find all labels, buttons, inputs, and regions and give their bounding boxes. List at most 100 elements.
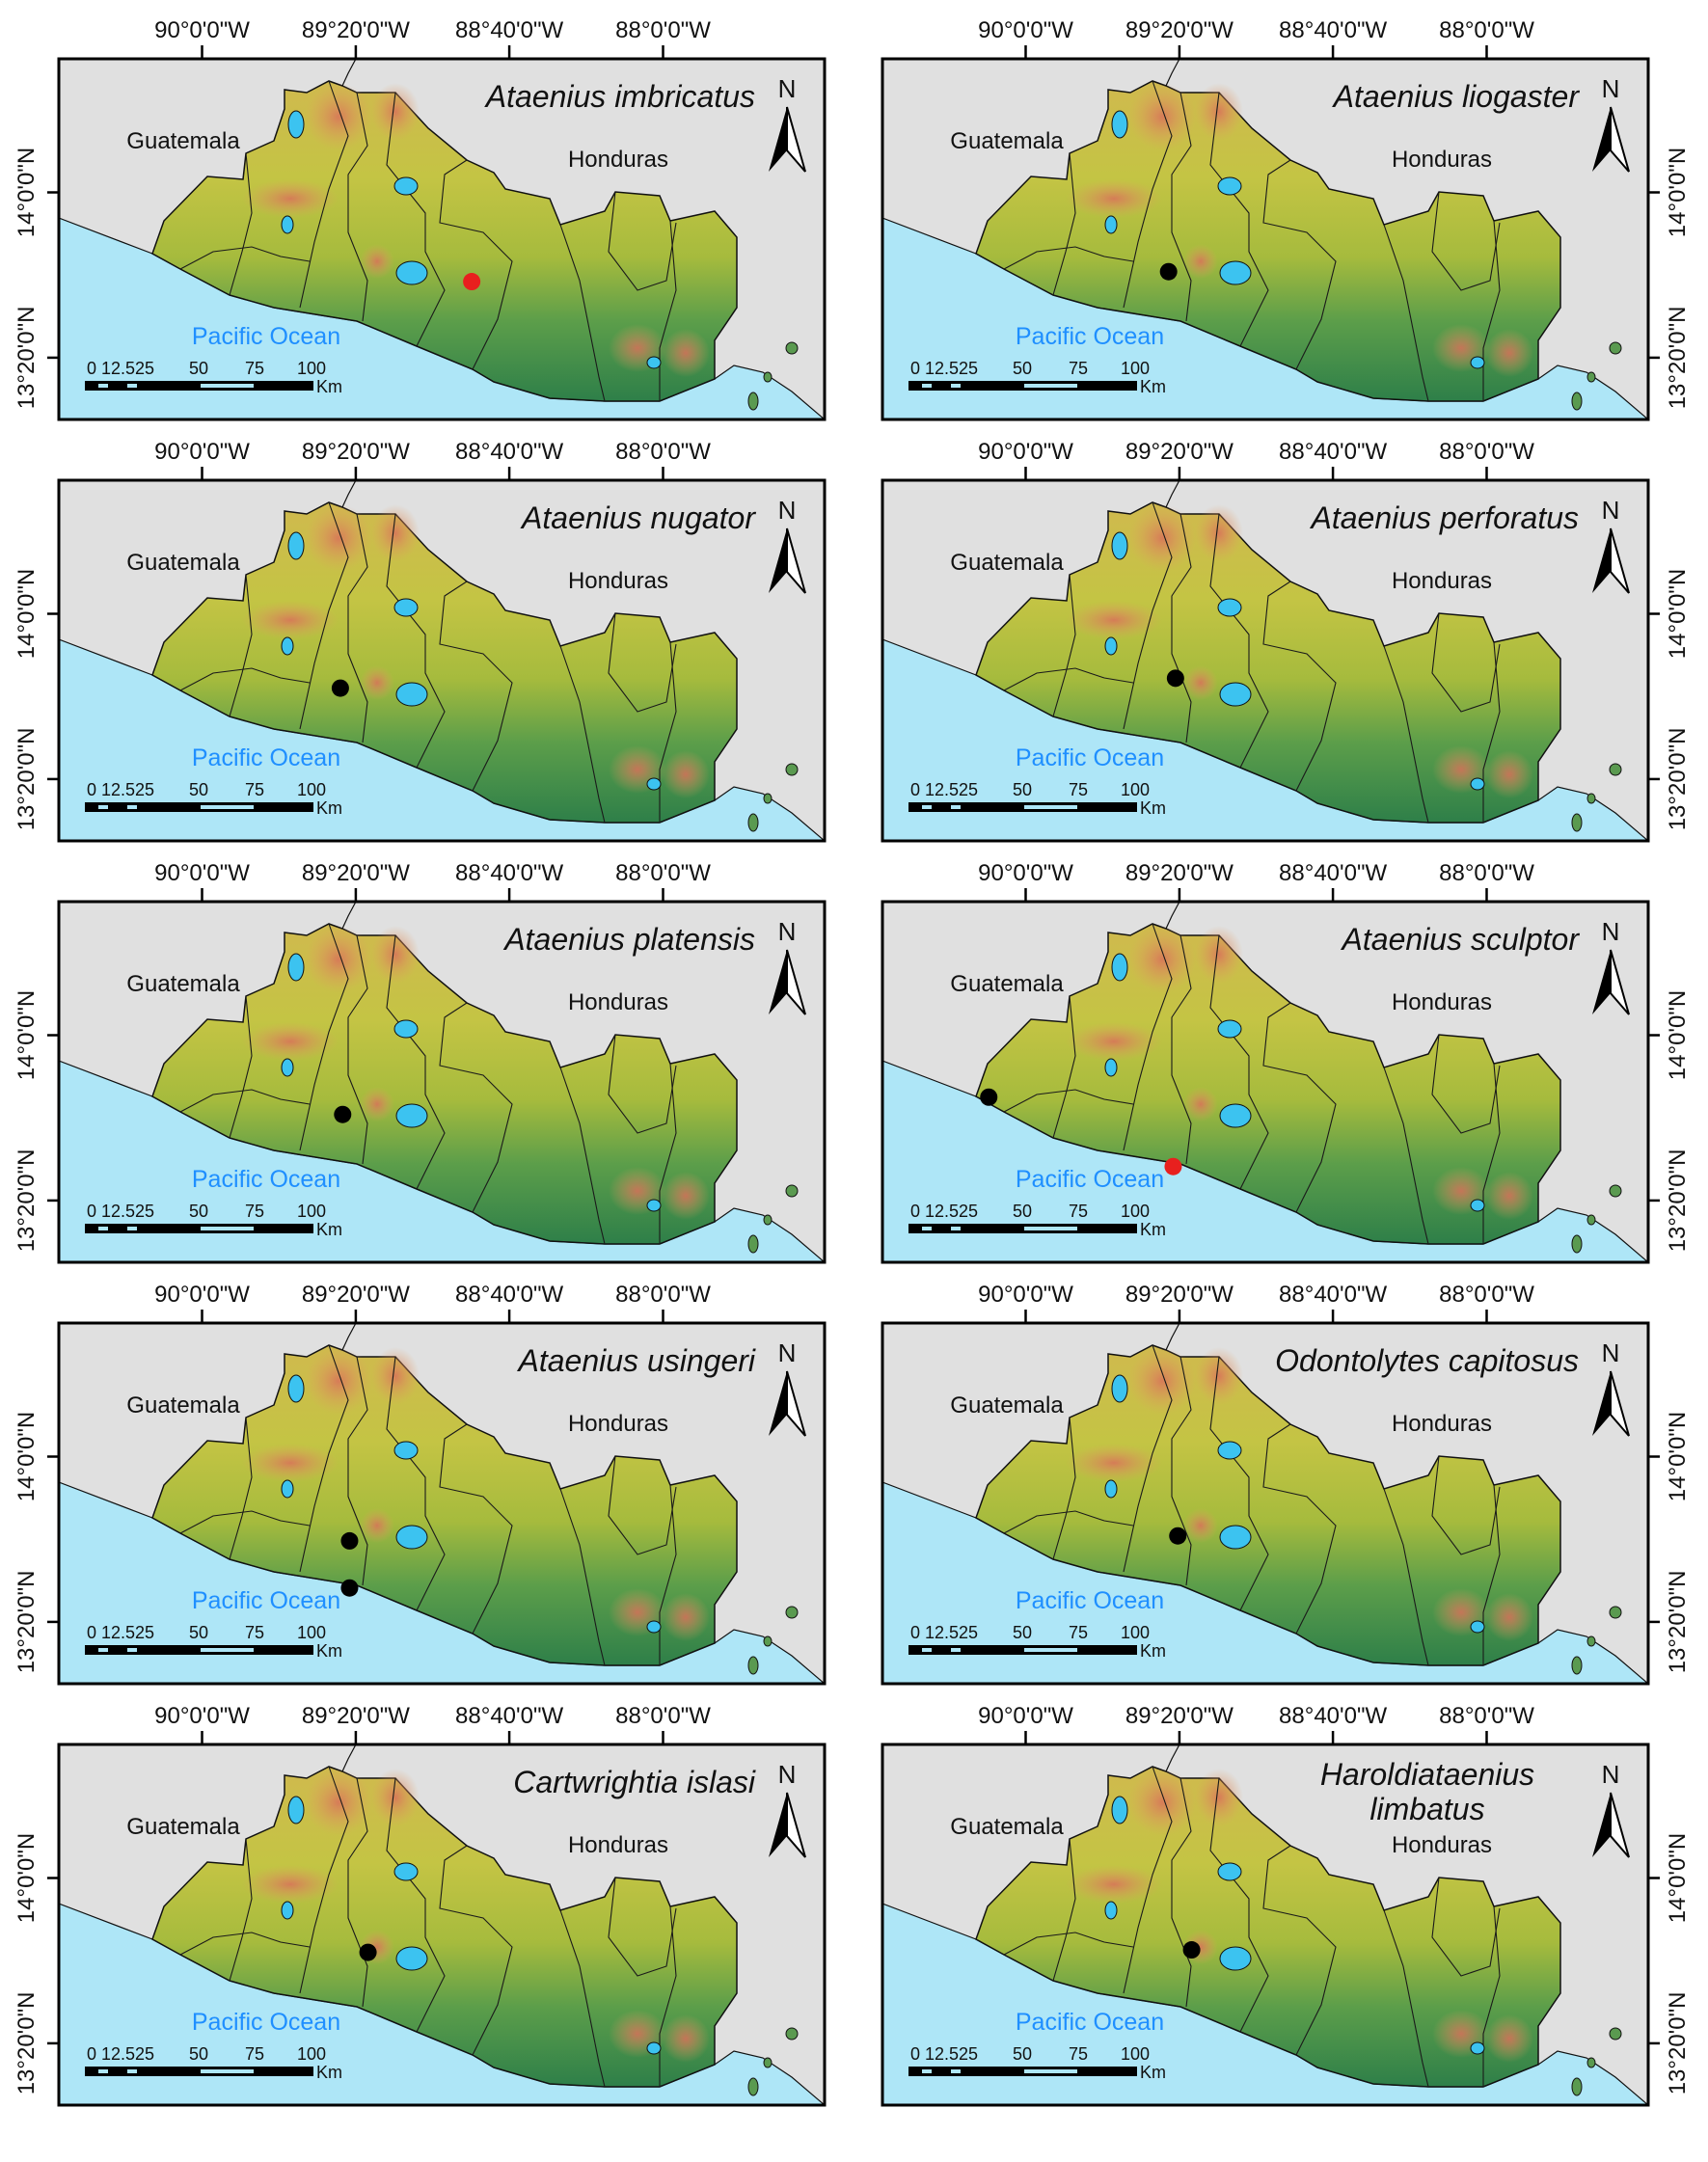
elevation-high <box>1066 1865 1162 1904</box>
lat-tick-label: 13°20'0"N <box>1665 1149 1691 1253</box>
lake <box>1104 1058 1118 1077</box>
department-border <box>1052 1838 1076 1982</box>
lake <box>646 1199 662 1212</box>
scale-unit: Km <box>316 377 342 396</box>
record-point <box>340 1579 359 1597</box>
lake <box>287 110 305 139</box>
elevation-high <box>360 1087 394 1122</box>
scale-label: 0 12.525 <box>87 1202 154 1221</box>
elevation-high <box>662 750 710 798</box>
north-label: N <box>778 74 797 103</box>
lon-tick-label: 89°20'0"W <box>302 17 410 43</box>
scale-label: 75 <box>1069 780 1088 799</box>
lon-tick-label: 88°0'0"W <box>615 17 711 43</box>
map-panel: 90°0'0"W 89°20'0"W 88°40'0"W 88°0'0"W 14°0'0… <box>881 1282 1691 1686</box>
elevation-high <box>1195 1769 1243 1826</box>
map-frame <box>57 900 827 1264</box>
label-guatemala: Guatemala <box>950 971 1064 997</box>
elevation-high <box>305 1769 372 1836</box>
lon-tick-label: 89°20'0"W <box>1125 860 1234 886</box>
lake <box>395 1103 428 1128</box>
border-line <box>1165 1744 1180 1772</box>
department-border <box>1209 1356 1269 1611</box>
border-line <box>1165 480 1180 508</box>
elevation-high <box>305 83 372 150</box>
label-pacific-ocean: Pacific Ocean <box>192 744 340 771</box>
lake <box>646 356 662 369</box>
lake <box>1217 1019 1242 1039</box>
island <box>1586 2057 1596 2068</box>
elevation-high <box>360 665 394 700</box>
department-border <box>1003 246 1134 270</box>
label-honduras: Honduras <box>1392 568 1492 594</box>
scale-label: 50 <box>1013 1623 1032 1642</box>
elevation-high <box>1183 1508 1218 1543</box>
map-area <box>882 59 1648 419</box>
elevation-high <box>1485 329 1533 377</box>
lon-tick-label: 89°20'0"W <box>302 1703 410 1729</box>
map-frame <box>57 478 827 843</box>
department-border <box>1003 1510 1134 1534</box>
department-border <box>179 246 311 270</box>
department-border <box>1262 581 1337 792</box>
scale-unit: Km <box>1140 1641 1166 1661</box>
scale-label: 100 <box>297 1202 326 1221</box>
record-point <box>1159 262 1178 281</box>
department-border <box>347 1356 368 1586</box>
department-border <box>386 1777 446 2033</box>
elevation-high <box>305 1347 372 1415</box>
department-border <box>347 934 368 1165</box>
north-label: N <box>778 1338 797 1367</box>
elevation-high <box>1183 665 1218 700</box>
north-label: N <box>778 496 797 525</box>
department-border <box>1209 1777 1269 2033</box>
department-border <box>608 1455 677 1555</box>
department-border <box>1209 934 1269 1190</box>
lake <box>281 1901 294 1920</box>
label-guatemala: Guatemala <box>126 550 240 576</box>
lake <box>395 1525 428 1550</box>
north-arrow-icon: N <box>1592 1338 1630 1437</box>
el-salvador-relief <box>975 1766 1561 2088</box>
island <box>747 813 759 832</box>
elevation-high <box>1066 179 1162 218</box>
species-title: Ataenius imbricatus <box>484 79 755 114</box>
lon-tick-label: 89°20'0"W <box>1125 439 1234 465</box>
scale-label: 50 <box>189 359 208 378</box>
scale-label: 50 <box>1013 2044 1032 2064</box>
lon-tick-label: 88°0'0"W <box>615 1703 711 1729</box>
lake <box>393 598 419 617</box>
island <box>1586 371 1596 383</box>
map-area <box>59 902 825 1262</box>
label-guatemala: Guatemala <box>126 1392 240 1419</box>
elevation-high <box>662 2014 710 2063</box>
department-border <box>1003 1089 1134 1113</box>
species-title: Odontolytes capitosus <box>1275 1343 1579 1378</box>
map-frame <box>57 1321 827 1686</box>
north-arrow-icon: N <box>769 74 806 173</box>
lat-tick-label: 14°0'0"N <box>14 990 40 1080</box>
elevation-high <box>1195 926 1243 984</box>
map-panel: 90°0'0"W 89°20'0"W 88°40'0"W 88°0'0"W 14°0'0… <box>881 439 1691 843</box>
lon-tick-label: 88°40'0"W <box>1279 439 1387 465</box>
record-point-red <box>463 273 481 291</box>
label-pacific-ocean: Pacific Ocean <box>192 323 340 350</box>
label-pacific-ocean: Pacific Ocean <box>1016 2009 1164 2036</box>
lon-tick-label: 89°20'0"W <box>1125 17 1234 43</box>
department-border <box>659 1484 677 1665</box>
scale-label: 100 <box>1121 1202 1150 1221</box>
label-honduras: Honduras <box>1392 147 1492 173</box>
lake <box>393 1862 419 1881</box>
lon-tick-label: 89°20'0"W <box>302 1282 410 1308</box>
island <box>747 1656 759 1675</box>
island <box>1571 813 1583 832</box>
el-salvador-relief <box>151 923 738 1245</box>
department-border <box>1171 1356 1192 1586</box>
map-frame <box>881 1743 1650 2107</box>
north-label: N <box>1602 917 1620 946</box>
department-border <box>559 1067 606 1245</box>
island <box>747 2077 759 2096</box>
lake <box>1470 1199 1485 1212</box>
map-frame <box>881 900 1650 1264</box>
scale-label: 100 <box>297 1623 326 1642</box>
